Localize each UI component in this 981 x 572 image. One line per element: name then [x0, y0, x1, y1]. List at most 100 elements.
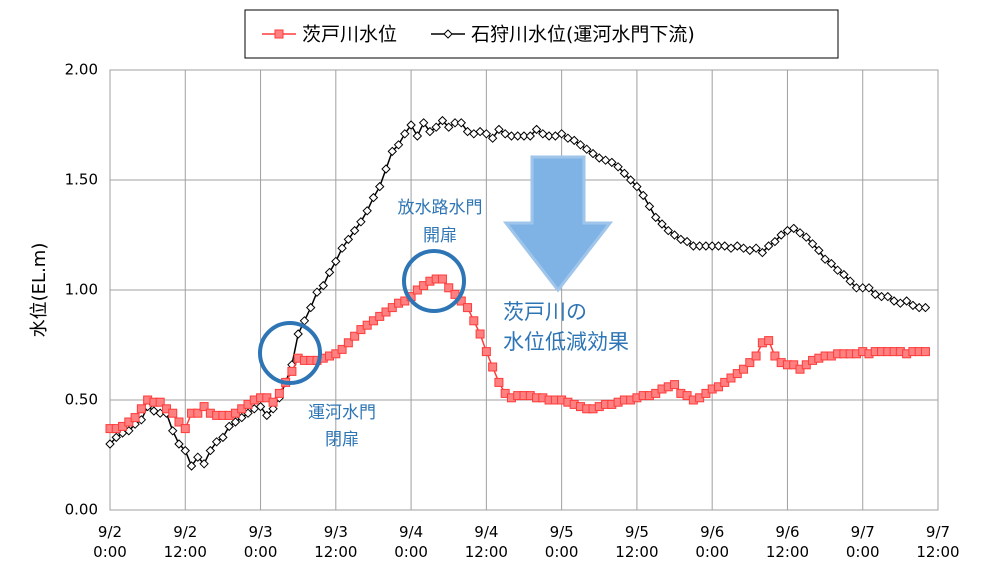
y-tick-label: 0.00	[65, 501, 98, 519]
marker	[751, 351, 761, 361]
marker	[155, 397, 165, 407]
marker	[663, 225, 673, 236]
marker	[412, 131, 423, 141]
annotation: 放水路水門	[398, 198, 483, 218]
legend-label: 石狩川水位(運河水門下流)	[471, 24, 695, 46]
marker	[889, 296, 899, 306]
marker	[168, 426, 178, 436]
marker	[613, 162, 623, 172]
series-layer	[105, 115, 931, 471]
marker	[494, 377, 504, 387]
marker	[506, 131, 517, 141]
marker	[425, 126, 435, 137]
marker	[205, 445, 216, 456]
annotation: 茨戸川の	[503, 300, 587, 324]
marker	[211, 437, 222, 447]
marker	[481, 347, 491, 357]
marker	[381, 164, 391, 174]
marker	[525, 131, 535, 141]
legend-label: 茨戸川水位	[302, 24, 397, 46]
marker	[795, 228, 805, 238]
marker	[268, 397, 278, 407]
annotation: 水位低減効果	[503, 330, 629, 354]
marker	[287, 366, 297, 376]
marker	[306, 302, 316, 313]
marker	[312, 287, 322, 297]
marker	[701, 241, 711, 251]
marker	[193, 452, 203, 462]
x-tick-label: 9/4 12:00	[465, 523, 508, 561]
marker	[450, 118, 460, 128]
marker	[864, 283, 874, 293]
marker	[801, 232, 811, 242]
marker	[770, 236, 780, 247]
marker	[362, 206, 372, 216]
marker	[513, 131, 523, 141]
marker	[839, 269, 849, 280]
marker	[544, 131, 554, 141]
marker	[324, 267, 335, 278]
marker	[456, 118, 466, 128]
x-tick-label: 9/6 12:00	[766, 523, 809, 561]
marker	[375, 181, 385, 192]
marker	[713, 241, 724, 251]
marker	[814, 245, 824, 256]
marker	[607, 157, 617, 168]
marker	[475, 126, 485, 137]
marker	[105, 439, 115, 449]
marker	[481, 129, 492, 139]
marker	[870, 289, 880, 300]
marker	[688, 241, 699, 251]
marker	[807, 239, 818, 249]
marker	[444, 122, 454, 132]
marker	[274, 388, 284, 398]
x-tick-label: 9/5 12:00	[615, 523, 658, 561]
marker	[789, 223, 799, 234]
marker	[644, 201, 655, 212]
marker	[293, 329, 303, 339]
marker	[337, 243, 347, 253]
marker	[400, 129, 410, 139]
marker	[657, 219, 667, 229]
marker	[670, 380, 680, 390]
marker	[230, 417, 241, 427]
marker	[443, 29, 453, 39]
marker	[776, 230, 786, 240]
marker	[638, 190, 648, 201]
marker	[732, 241, 742, 251]
marker	[901, 296, 912, 306]
legend: 茨戸川水位 石狩川水位(運河水門下流)	[262, 24, 695, 46]
marker	[858, 283, 868, 293]
marker	[174, 439, 184, 449]
marker	[356, 217, 366, 227]
marker	[262, 410, 272, 421]
marker	[594, 153, 604, 163]
y-tick-label: 0.50	[65, 391, 98, 409]
marker	[469, 316, 479, 326]
marker	[556, 129, 567, 139]
marker	[745, 358, 755, 368]
marker	[764, 336, 774, 346]
marker	[337, 344, 347, 354]
marker	[180, 445, 190, 456]
marker	[651, 212, 661, 223]
marker	[588, 148, 598, 159]
marker	[845, 276, 855, 286]
annotation: 運河水門	[308, 403, 376, 423]
marker	[136, 404, 146, 414]
marker	[757, 247, 768, 258]
marker	[431, 122, 441, 132]
marker	[770, 351, 780, 361]
marker	[111, 432, 121, 443]
marker	[168, 408, 178, 418]
marker	[739, 364, 749, 374]
marker	[569, 135, 579, 146]
marker	[832, 265, 843, 275]
marker	[444, 283, 454, 293]
marker	[475, 329, 485, 339]
marker	[500, 129, 510, 139]
marker	[218, 432, 228, 443]
x-tick-label: 9/4 0:00	[394, 523, 428, 561]
marker	[519, 131, 529, 141]
x-tick-label: 9/7 0:00	[846, 523, 880, 561]
